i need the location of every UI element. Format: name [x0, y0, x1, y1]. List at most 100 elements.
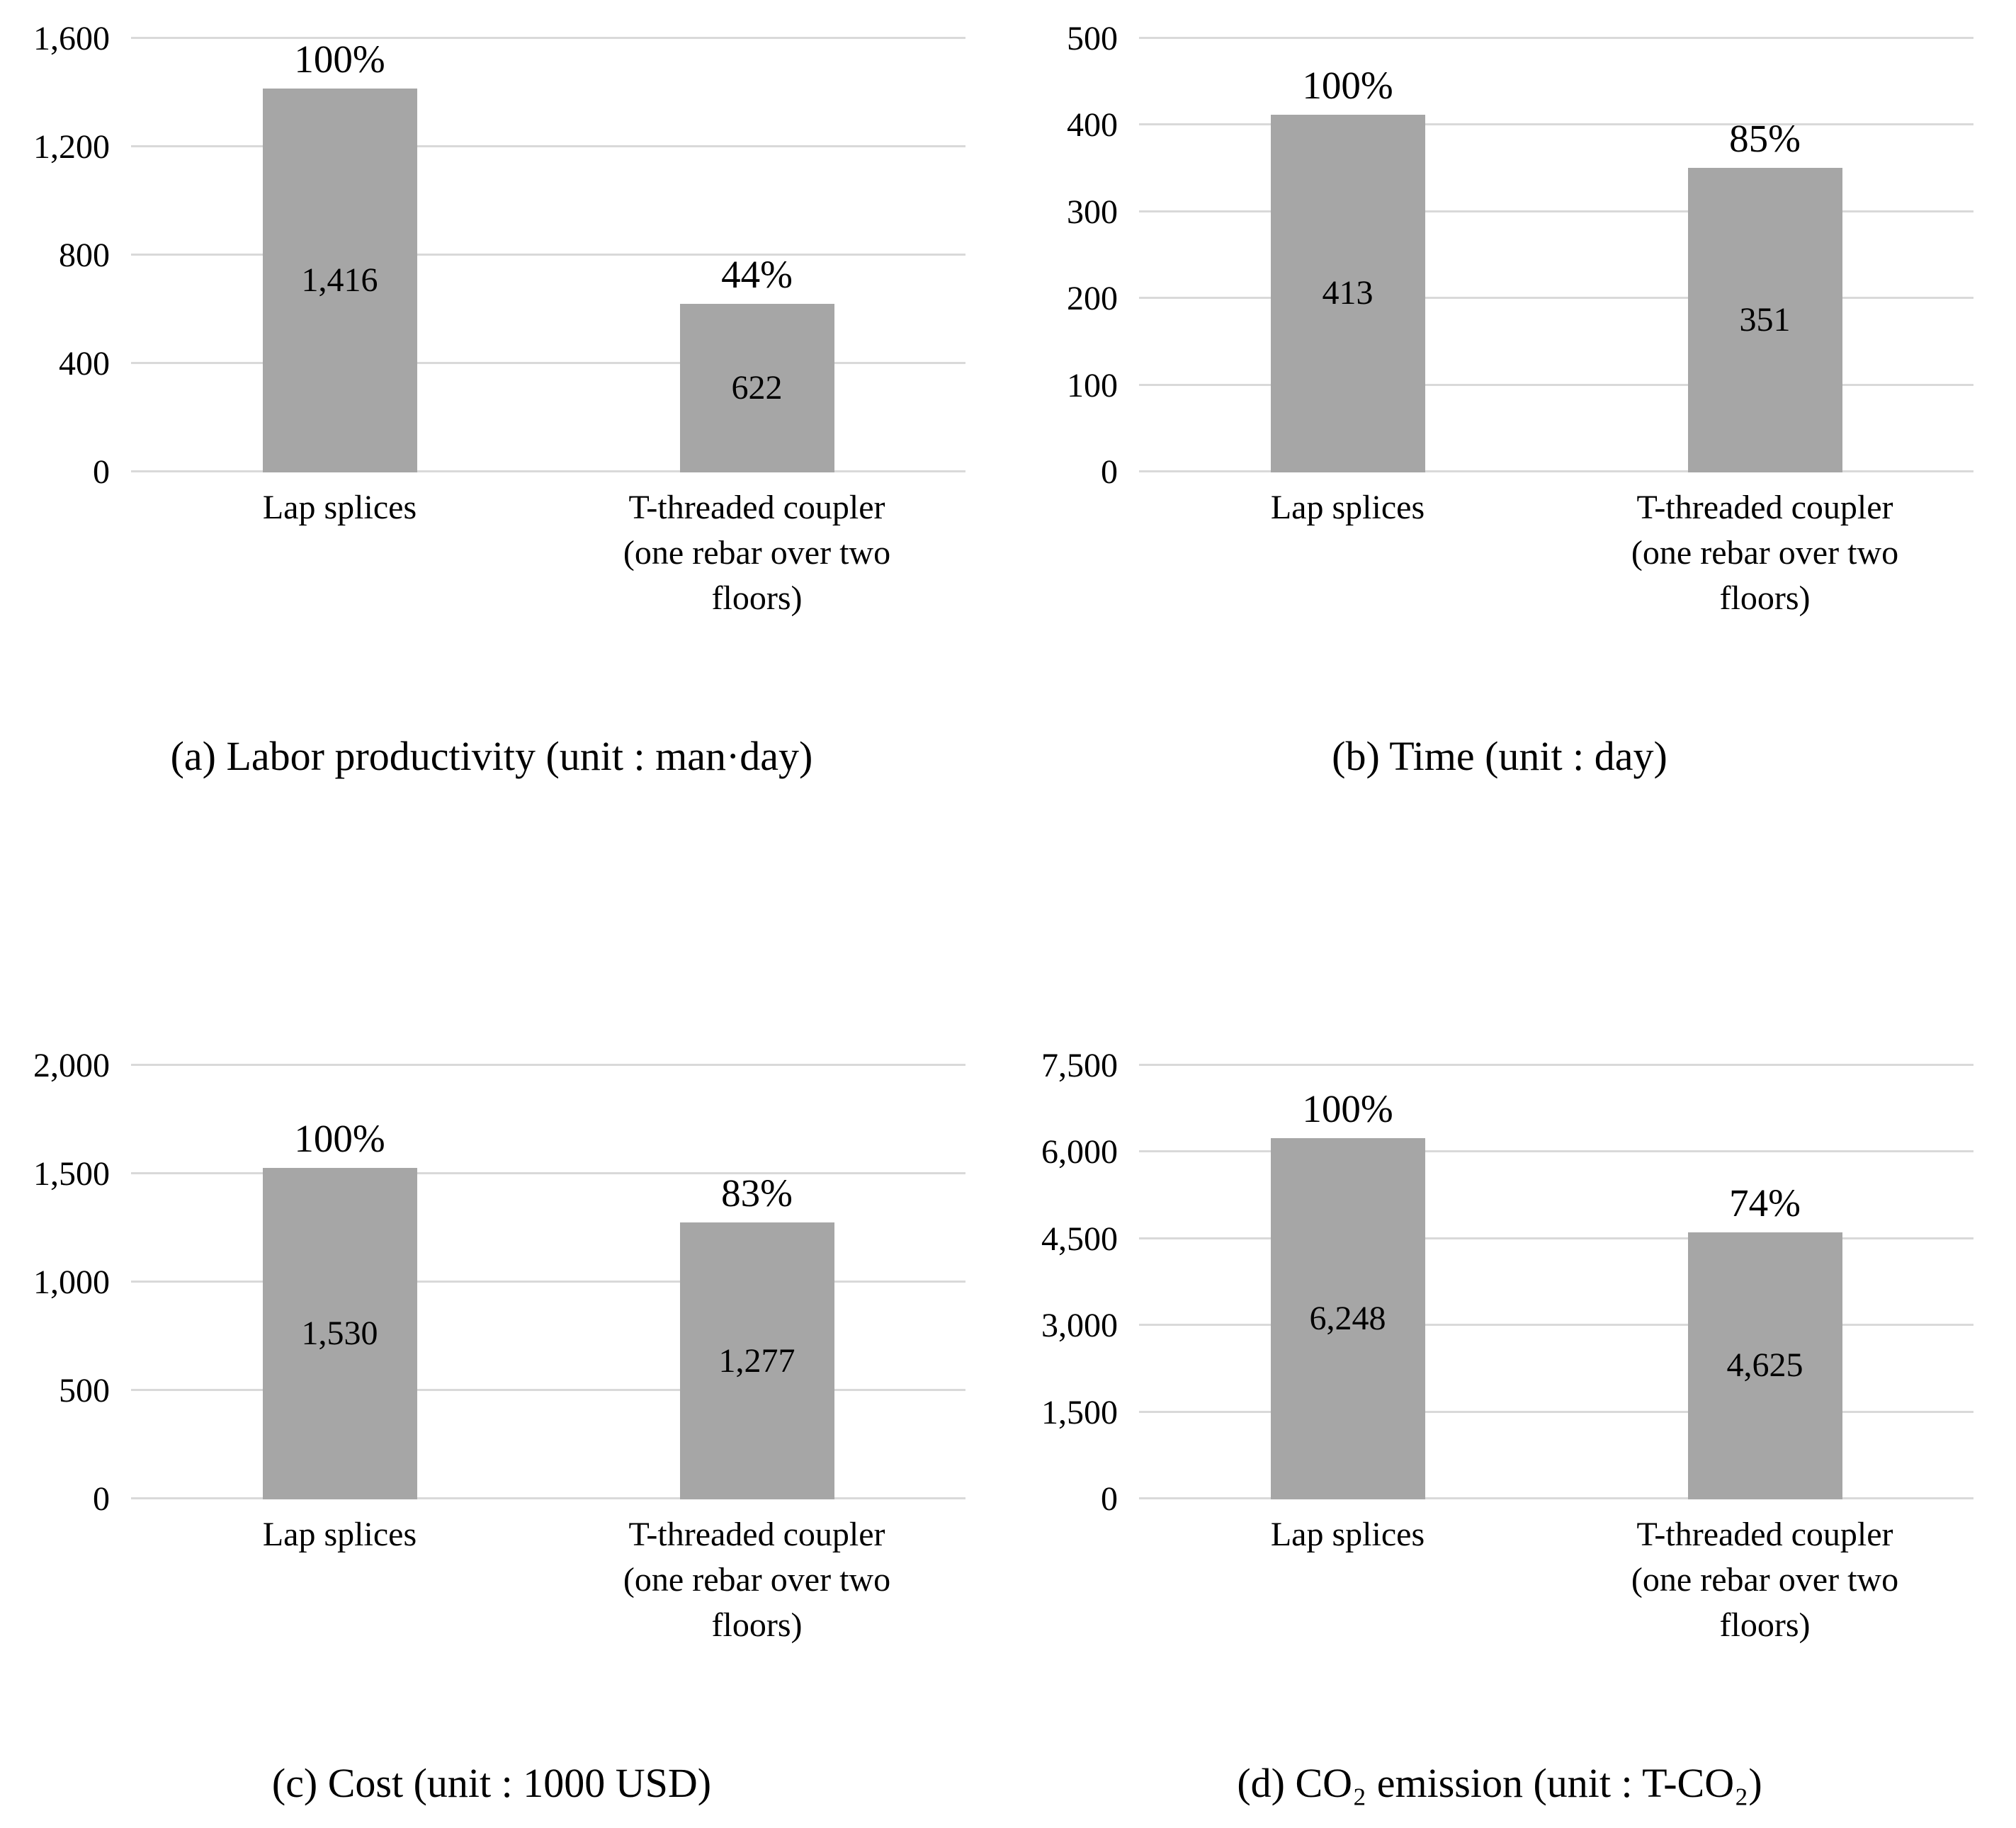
- chart-area: 0 500 1,000 1,500 2,000 100% 1,530 83% 1,277: [18, 1049, 965, 1516]
- category-label-line: Lap splices: [262, 489, 417, 526]
- percent-label: 100%: [1302, 63, 1393, 107]
- gridline: [1139, 1064, 1973, 1066]
- gridline: [1139, 470, 1973, 472]
- gridline: [131, 1389, 965, 1391]
- gridline: [1139, 1410, 1973, 1413]
- value-label: 1,530: [301, 1314, 378, 1352]
- gridline: [1139, 123, 1973, 126]
- y-tick-label: 0: [1101, 1480, 1118, 1518]
- y-axis: 0 1,500 3,000 4,500 6,000 7,500: [1026, 1049, 1139, 1516]
- category-label: T-threaded coupler (one rebar over two flo…: [548, 1512, 965, 1647]
- y-axis: 0 400 800 1,200 1,600: [18, 22, 131, 489]
- bar-a-1: 44% 622: [679, 255, 834, 472]
- category-label: Lap splices: [1139, 485, 1556, 620]
- gridline: [131, 470, 965, 472]
- category-label-line: Lap splices: [1270, 489, 1425, 526]
- y-tick-label: 3,000: [1041, 1307, 1118, 1345]
- y-tick-label: 1,000: [33, 1264, 110, 1301]
- x-labels: Lap splices T-threaded coupler (one rebar …: [1139, 1512, 1973, 1647]
- category-label-line: (one rebar over two: [623, 1560, 891, 1599]
- category-label-line: floors): [711, 579, 803, 617]
- y-tick-label: 1,600: [33, 20, 110, 57]
- bar-slot: 100% 1,530: [131, 1066, 548, 1499]
- bar-c-1: 83% 1,277: [679, 1174, 834, 1499]
- chart-caption: (b) Time (unit : day): [1332, 733, 1667, 780]
- value-label: 1,277: [718, 1341, 795, 1380]
- percent-label: 100%: [1302, 1087, 1393, 1131]
- gridline: [131, 1172, 965, 1174]
- chart-b: 0 100 200 300 400 500 100% 413 85% 351 Lap splic…: [1008, 0, 2016, 914]
- gridline: [131, 1497, 965, 1499]
- plot-area: 100% 1,416 44% 622: [131, 37, 965, 472]
- x-labels: Lap splices T-threaded coupler (one rebar …: [131, 485, 965, 620]
- value-label: 4,625: [1726, 1346, 1803, 1385]
- y-tick-label: 0: [1101, 453, 1118, 491]
- category-label-line: floors): [1719, 579, 1811, 617]
- gridline: [1139, 1324, 1973, 1327]
- y-tick-label: 7,500: [1041, 1047, 1118, 1084]
- gridline: [1139, 297, 1973, 300]
- y-tick-label: 1,200: [33, 128, 110, 166]
- category-label-line: (one rebar over two: [1631, 1560, 1899, 1599]
- y-tick-label: 4,500: [1041, 1220, 1118, 1258]
- gridline: [1139, 210, 1973, 212]
- category-label-line: T-threaded coupler: [628, 489, 885, 526]
- bar-slot: 85% 351: [1556, 39, 1973, 472]
- percent-label: 100%: [294, 1116, 385, 1160]
- bar-slot: 83% 1,277: [548, 1066, 965, 1499]
- chart-caption: (a) Labor productivity (unit : man·day): [170, 733, 813, 780]
- gridline: [1139, 1497, 1973, 1499]
- bar-slots: 100% 6,248 74% 4,625: [1139, 1066, 1973, 1499]
- gridline: [1139, 383, 1973, 386]
- category-label: Lap splices: [1139, 1512, 1556, 1647]
- y-tick-label: 200: [1067, 280, 1118, 318]
- chart-caption: (c) Cost (unit : 1000 USD): [271, 1760, 712, 1807]
- bar-c-0: 100% 1,530: [262, 1119, 417, 1499]
- chart-d: 0 1,500 3,000 4,500 6,000 7,500 100% 6,248 74% 4…: [1008, 914, 2016, 1828]
- y-tick-label: 400: [1067, 106, 1118, 144]
- percent-label: 83%: [721, 1171, 793, 1215]
- plot-area: 100% 1,530 83% 1,277: [131, 1064, 965, 1499]
- bar-slot: 100% 413: [1139, 39, 1556, 472]
- bar-slots: 100% 1,416 44% 622: [131, 39, 965, 472]
- value-label: 6,248: [1309, 1300, 1386, 1338]
- y-axis: 0 100 200 300 400 500: [1026, 22, 1139, 489]
- y-tick-label: 1,500: [33, 1155, 110, 1193]
- chart-area: 0 100 200 300 400 500 100% 413 85% 351: [1026, 22, 1973, 489]
- percent-label: 85%: [1729, 117, 1801, 161]
- y-tick-label: 0: [93, 1480, 110, 1518]
- chart-area: 0 1,500 3,000 4,500 6,000 7,500 100% 6,248 74% 4…: [1026, 1049, 1973, 1516]
- bar-b-1: 85% 351: [1687, 119, 1842, 472]
- y-tick-label: 500: [59, 1372, 110, 1409]
- x-labels: Lap splices T-threaded coupler (one rebar …: [1139, 485, 1973, 620]
- category-label-line: (one rebar over two: [1631, 533, 1899, 572]
- gridline: [1139, 1150, 1973, 1153]
- value-label: 1,416: [301, 261, 378, 300]
- category-label-line: T-threaded coupler: [628, 1516, 885, 1553]
- gridline: [131, 362, 965, 364]
- x-labels: Lap splices T-threaded coupler (one rebar …: [131, 1512, 965, 1647]
- category-label-line: (one rebar over two: [623, 533, 891, 572]
- y-tick-label: 100: [1067, 366, 1118, 404]
- y-tick-label: 6,000: [1041, 1133, 1118, 1171]
- chart-area: 0 400 800 1,200 1,600 100% 1,416 44% 622: [18, 22, 965, 489]
- category-label: T-threaded coupler (one rebar over two flo…: [1556, 485, 1973, 620]
- plot-area: 100% 413 85% 351: [1139, 37, 1973, 472]
- bar-slot: 44% 622: [548, 39, 965, 472]
- bar-d-1: 74% 4,625: [1687, 1183, 1842, 1499]
- gridline: [1139, 1237, 1973, 1239]
- category-label: T-threaded coupler (one rebar over two flo…: [1556, 1512, 1973, 1647]
- gridline: [131, 254, 965, 256]
- chart-caption: (d) CO₂ emission (unit : T-CO₂): [1237, 1760, 1762, 1807]
- y-tick-label: 300: [1067, 193, 1118, 231]
- gridline: [131, 1281, 965, 1283]
- y-tick-label: 2,000: [33, 1047, 110, 1084]
- bar-d-0: 100% 6,248: [1270, 1089, 1425, 1499]
- bar-b-0: 100% 413: [1270, 66, 1425, 472]
- gridline: [131, 1064, 965, 1066]
- category-label: T-threaded coupler (one rebar over two flo…: [548, 485, 965, 620]
- category-label-line: Lap splices: [262, 1516, 417, 1553]
- gridline: [131, 145, 965, 147]
- plot-area: 100% 6,248 74% 4,625: [1139, 1064, 1973, 1499]
